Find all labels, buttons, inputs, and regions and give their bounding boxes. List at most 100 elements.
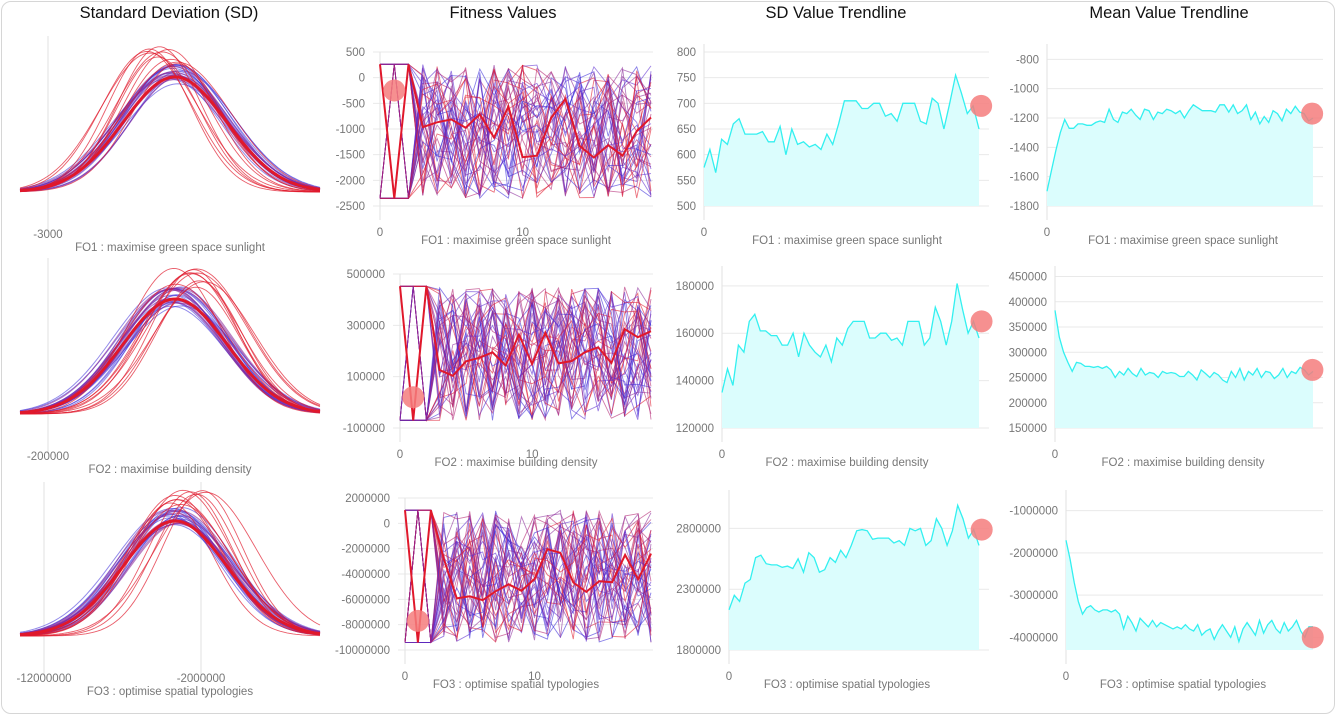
fitness-series-line [404,510,652,643]
fitness-series-line [380,81,652,199]
trend-line [1065,540,1313,644]
x-axis-label: FO2 : maximise building density [1102,457,1265,469]
y-tick-label: 100000 [347,372,385,384]
fitness-series-line [405,509,652,644]
distribution-curve [19,509,321,635]
distribution-curve [20,269,321,415]
trend-line [703,72,980,173]
trend-area [1066,540,1313,650]
fitness-series-line [380,63,652,182]
highlight-marker [402,386,425,409]
fitness-best-line [399,286,652,421]
fitness-series-line [400,286,652,421]
y-tick-label: -8000000 [341,620,390,632]
fitness-series-line [399,286,652,421]
x-axis-label: FO3 : optimise spatial typologies [433,679,599,691]
highlight-marker [406,609,429,632]
y-tick-label: 400000 [1009,297,1047,309]
distribution-curve [19,519,321,637]
x-tick-label: -12000000 [17,673,72,685]
x-tick-label: 0 [1052,449,1058,461]
trend-area [1055,310,1313,428]
y-tick-label: -4000000 [341,569,390,581]
fitness-series-line [399,286,652,421]
column-title-sd: Standard Deviation (SD) [79,4,259,22]
fitness-series-line [380,64,652,199]
y-tick-label: -2500 [336,201,365,213]
fitness-series-line [404,510,652,644]
highlight-marker [383,79,406,102]
fitness-series-line [400,285,652,421]
y-tick-label: 450000 [1009,272,1047,284]
distribution-curve [19,61,321,191]
sd_trend-panel-3: 2800000 2300000 1800000 0 FO3 : optimise spa… [676,490,993,691]
y-tick-label: 300000 [1009,347,1047,359]
fitness-series-line [404,510,652,643]
column-title-fitness: Fitness Values [449,4,557,22]
fitness-series-line [380,70,652,200]
x-axis-label: FO1 : maximise green space sunlight [75,242,266,254]
fitness-series-line [404,510,652,643]
trend-line [728,503,980,611]
sd_trend-panel-1: 800 750 700 650 600 550 500 0 FO1 : maximise gre… [677,44,993,247]
fitness-series-line [379,64,652,199]
y-tick-label: 750 [677,73,696,85]
sd-panel-2: -200000 FO2 : maximise building density [19,258,321,476]
y-tick-label: -1600 [1010,172,1039,184]
x-tick-label: 0 [701,227,707,239]
y-tick-label: -1200 [1010,113,1039,125]
fitness-best-line [379,64,652,199]
highlight-marker [1301,358,1324,381]
highlight-marker [1301,626,1324,649]
fitness-best-line [404,509,652,643]
mean_trend-panel-1: -800 -1000 -1200 -1400 -1600 -1800 0 FO1 : maxi… [1010,44,1324,247]
sd_trend-panel-2: 180000 160000 140000 120000 0 FO2 : maximise … [676,266,993,469]
y-tick-label: -2000 [336,175,365,187]
y-tick-label: 2800000 [676,523,721,535]
fitness-series-line [405,509,652,643]
trend-area [704,75,979,206]
fitness-series-line [400,285,652,403]
fitness-series-line [399,286,652,421]
column-title-mean-trendline: Mean Value Trendline [1089,4,1249,22]
fitness-series-line [400,284,652,421]
distribution-curve [20,280,321,415]
trend-area [729,505,979,650]
fitness-series-line [380,80,652,199]
distribution-curve [19,272,321,415]
x-tick-label: 0 [397,449,403,461]
fitness-series-line [379,64,652,199]
distribution-curve [19,267,321,414]
distribution-curve [19,52,321,193]
distribution-curve [19,491,321,637]
y-tick-label: -2000000 [341,544,390,556]
trend-area [1047,104,1313,206]
y-tick-label: 120000 [676,423,714,435]
x-tick-label: 0 [1063,671,1069,683]
x-tick-label: -2000000 [177,673,226,685]
x-tick-label: -200000 [27,451,69,463]
x-tick-label: 0 [726,671,732,683]
y-tick-label: 500 [346,47,365,59]
y-tick-label: 350000 [1009,322,1047,334]
fitness-series-line [399,286,652,421]
y-tick-label: -1500 [336,150,365,162]
distribution-curve [19,489,321,637]
y-tick-label: 160000 [676,328,714,340]
fitness-series-line [379,63,652,199]
y-tick-label: 250000 [1009,373,1047,385]
fitness-panel-3: 2000000 0 -2000000 -4000000 -6000000 -8000000… [335,493,653,691]
trend-line [1054,310,1314,384]
y-tick-label: -1000000 [1009,506,1058,518]
x-axis-label: FO2 : maximise building density [435,457,598,469]
x-tick-label: 0 [719,449,725,461]
y-tick-label: 600 [677,150,696,162]
trend-area [722,283,979,428]
distribution-curve [19,63,321,192]
fitness-series-line [404,509,652,643]
trend-line [721,283,980,393]
mean_trend-panel-2: 450000 400000 350000 300000 250000 200000 1500… [1009,266,1324,469]
